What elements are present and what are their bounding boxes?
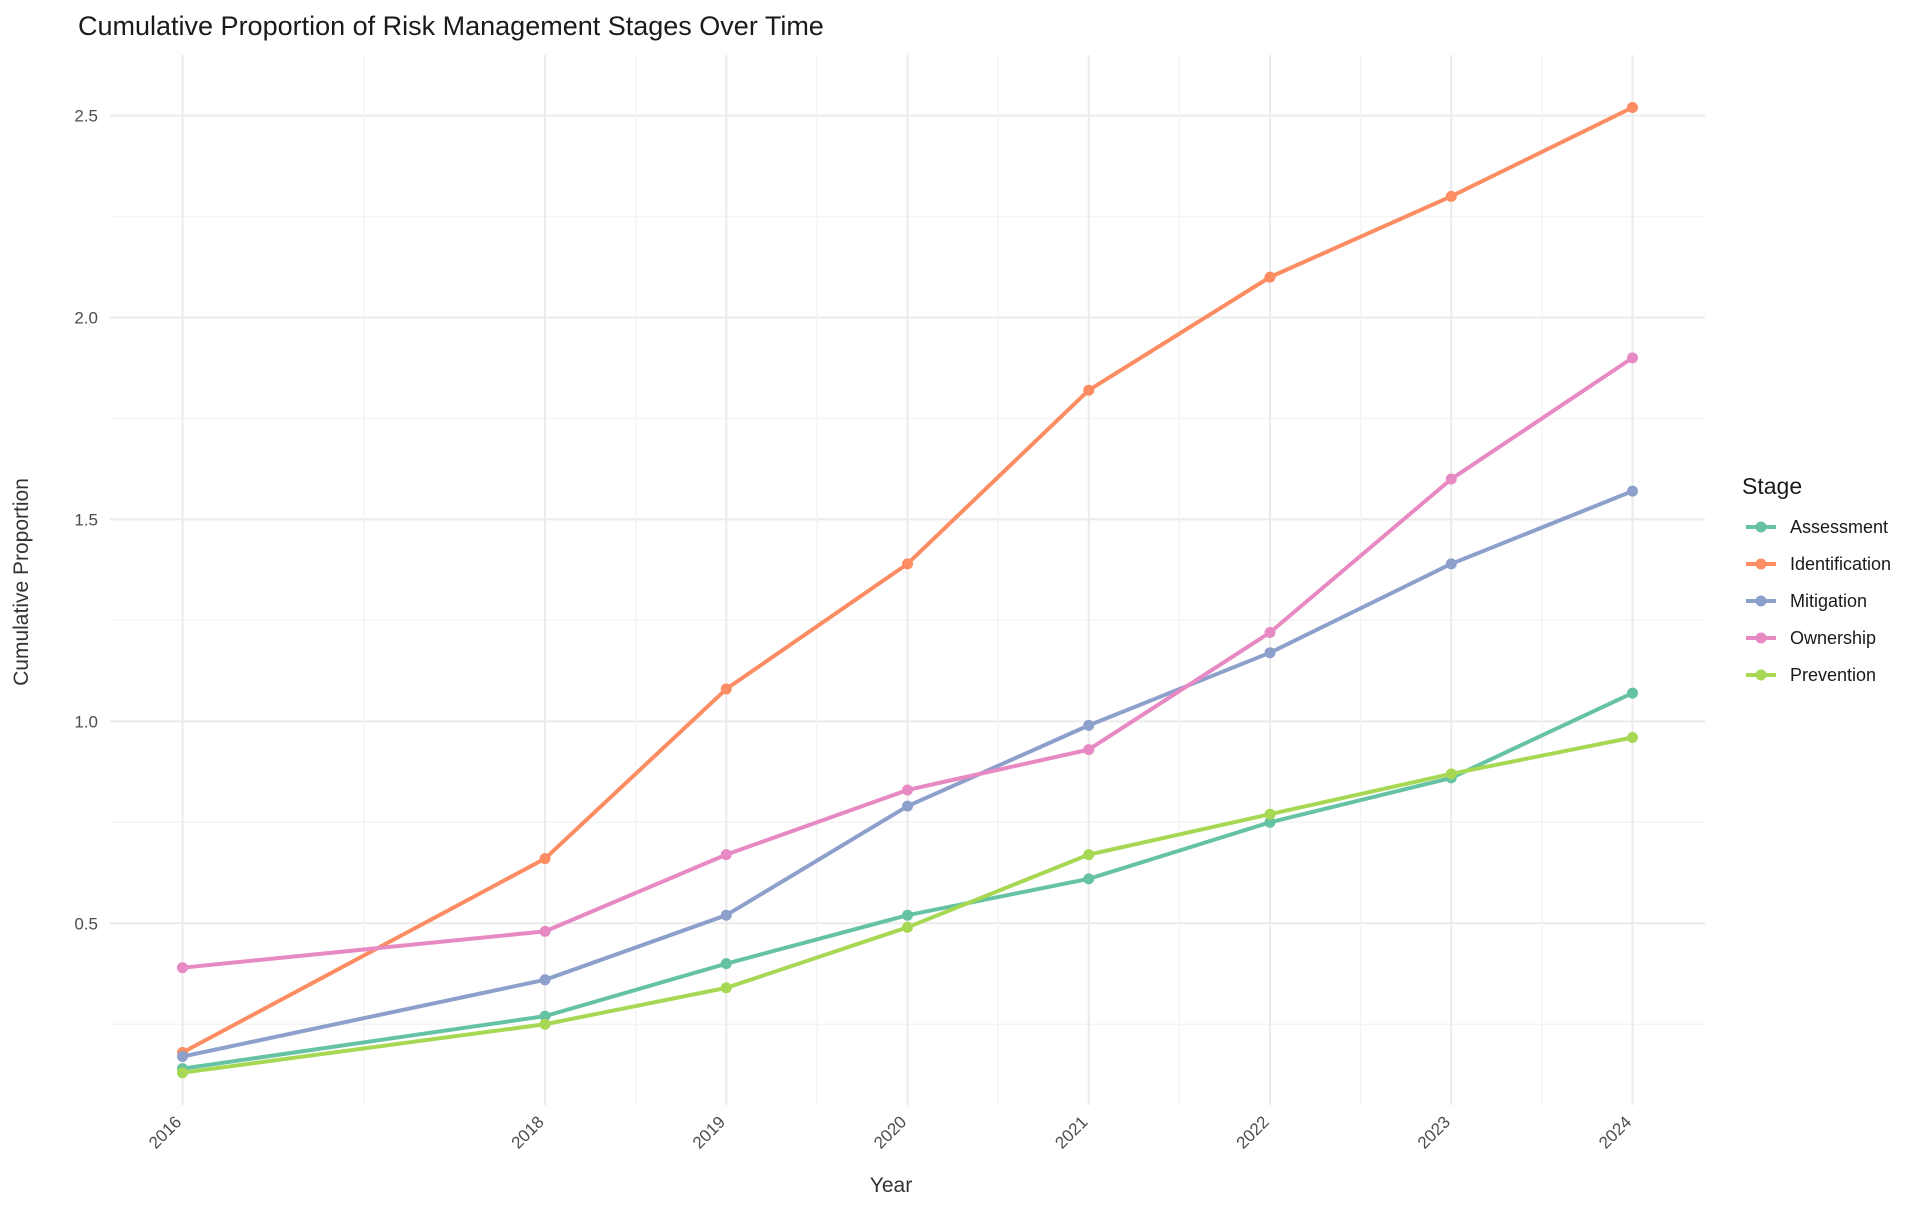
- data-point-assessment: [720, 958, 732, 970]
- series-ownership: [177, 352, 1638, 974]
- data-point-mitigation: [539, 974, 551, 986]
- data-point-mitigation: [720, 909, 732, 921]
- legend-label-ownership: Ownership: [1790, 628, 1876, 648]
- legend-marker-mitigation: [1755, 595, 1767, 607]
- legend-item-mitigation: Mitigation: [1746, 591, 1867, 611]
- x-tick-label: 2021: [1051, 1112, 1091, 1152]
- legend-item-identification: Identification: [1746, 554, 1891, 574]
- series-line-assessment: [180, 691, 1635, 1071]
- data-point-identification: [1264, 271, 1276, 283]
- legend: Stage Assessment Identification Mitigation…: [1742, 473, 1891, 685]
- series-layer: [177, 102, 1638, 1079]
- data-point-prevention: [720, 982, 732, 994]
- data-point-mitigation: [1083, 719, 1095, 731]
- series-identification: [177, 102, 1638, 1058]
- data-point-ownership: [720, 849, 732, 861]
- y-axis-label: Cumulative Proportion: [10, 478, 33, 686]
- series-line-prevention: [180, 735, 1635, 1075]
- legend-label-mitigation: Mitigation: [1790, 591, 1867, 611]
- y-tick-label: 0.5: [74, 914, 98, 933]
- y-tick-label: 1.5: [74, 510, 98, 529]
- legend-item-ownership: Ownership: [1746, 628, 1876, 648]
- data-point-ownership: [1264, 627, 1276, 638]
- series-mitigation: [177, 485, 1638, 1063]
- data-point-prevention: [902, 921, 913, 933]
- data-point-mitigation: [902, 800, 913, 812]
- legend-marker-assessment: [1755, 521, 1767, 533]
- data-point-prevention: [177, 1067, 188, 1079]
- legend-title: Stage: [1742, 473, 1802, 499]
- legend-label-assessment: Assessment: [1790, 517, 1888, 537]
- data-point-assessment: [1264, 816, 1276, 828]
- series-prevention: [177, 732, 1638, 1079]
- data-point-prevention: [1264, 808, 1276, 820]
- data-point-identification: [1083, 384, 1095, 396]
- axes: 0.5 1.0 1.5 2.0 2.5 2016 2018 2019 2020 2021 2022 2…: [74, 107, 1635, 1153]
- data-point-assessment: [1083, 873, 1095, 885]
- grid: [110, 55, 1705, 1105]
- data-point-identification: [1627, 102, 1638, 113]
- x-tick-label: 2023: [1414, 1112, 1454, 1152]
- data-point-assessment: [902, 909, 913, 921]
- x-tick-label: 2018: [508, 1112, 548, 1152]
- y-tick-label: 2.5: [74, 107, 98, 126]
- data-point-prevention: [1083, 849, 1095, 861]
- data-point-ownership: [1445, 473, 1457, 485]
- legend-label-prevention: Prevention: [1790, 665, 1876, 685]
- data-point-mitigation: [1627, 485, 1638, 497]
- data-point-mitigation: [1445, 558, 1457, 570]
- legend-marker-ownership: [1755, 632, 1767, 644]
- y-tick-label: 2.0: [74, 309, 98, 328]
- data-point-identification: [539, 853, 551, 865]
- x-tick-label: 2024: [1595, 1112, 1635, 1152]
- data-point-mitigation: [1264, 647, 1276, 659]
- data-point-identification: [720, 683, 732, 695]
- data-point-assessment: [1627, 687, 1638, 699]
- data-point-ownership: [177, 962, 188, 974]
- legend-marker-prevention: [1755, 669, 1767, 681]
- data-point-prevention: [539, 1018, 551, 1030]
- legend-marker-identification: [1755, 558, 1767, 570]
- data-point-ownership: [539, 925, 551, 937]
- series-line-mitigation: [180, 489, 1635, 1059]
- legend-item-prevention: Prevention: [1746, 665, 1876, 685]
- data-point-prevention: [1445, 768, 1457, 780]
- legend-label-identification: Identification: [1790, 554, 1891, 574]
- series-line-ownership: [180, 355, 1635, 970]
- y-tick-label: 1.0: [74, 712, 98, 731]
- x-tick-label: 2016: [145, 1112, 185, 1152]
- data-point-mitigation: [177, 1051, 188, 1063]
- data-point-ownership: [1083, 744, 1095, 756]
- data-point-prevention: [1627, 732, 1638, 743]
- x-axis-label: Year: [870, 1174, 912, 1197]
- data-point-ownership: [1627, 352, 1638, 364]
- x-tick-label: 2020: [870, 1112, 910, 1152]
- data-point-assessment: [539, 1010, 551, 1022]
- x-tick-label: 2022: [1233, 1112, 1273, 1152]
- legend-item-assessment: Assessment: [1746, 517, 1888, 537]
- x-tick-label: 2019: [689, 1112, 729, 1152]
- data-point-identification: [1445, 190, 1457, 202]
- chart-title: Cumulative Proportion of Risk Management…: [78, 11, 824, 41]
- data-point-identification: [902, 558, 913, 570]
- series-line-identification: [180, 105, 1635, 1055]
- data-point-ownership: [902, 784, 913, 796]
